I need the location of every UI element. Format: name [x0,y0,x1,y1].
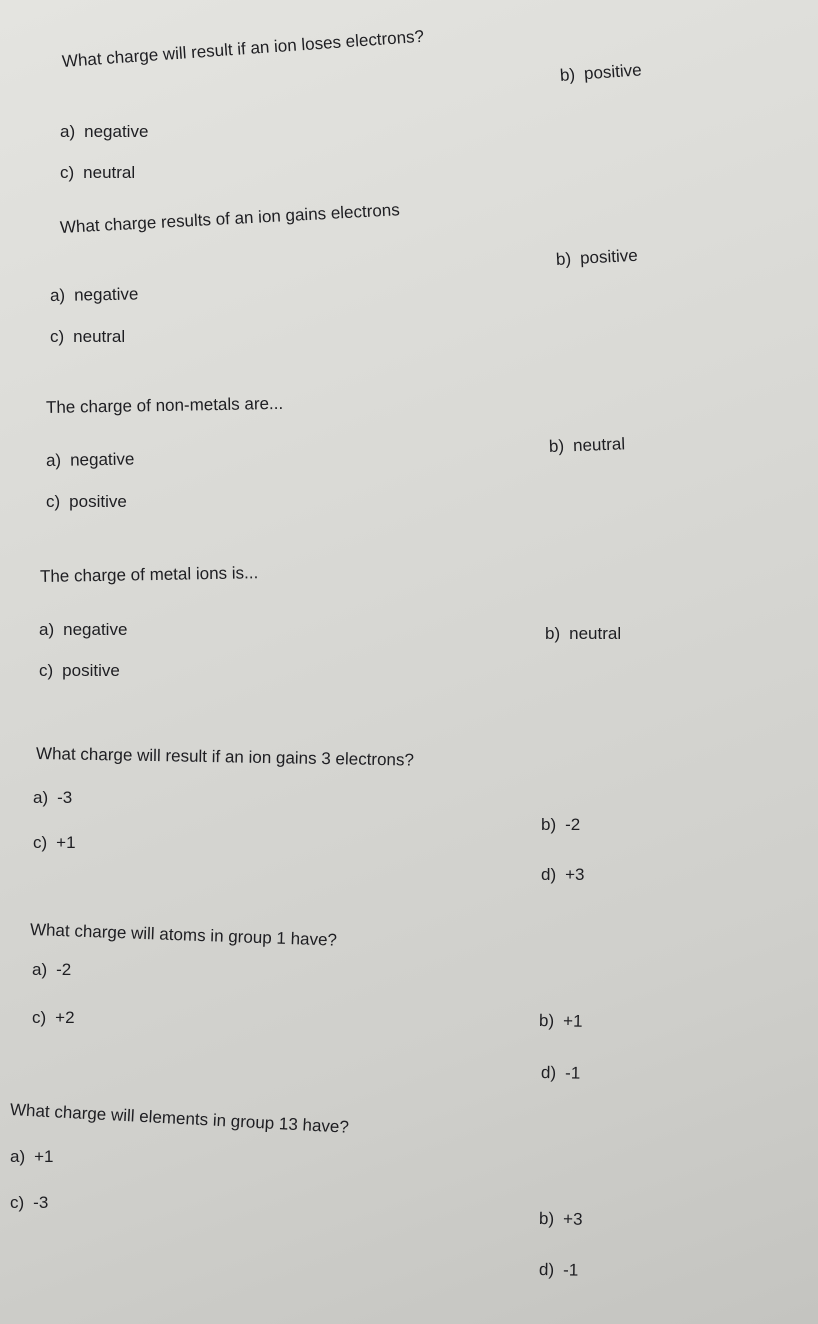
question-text: The charge of metal ions is... [39,563,259,586]
answer-option: c) +2 [32,1008,75,1028]
answer-option: b) positive [559,60,642,86]
option-letter: b) [541,815,557,834]
question-text: What charge will result if an ion gains … [35,744,415,770]
option-text: neutral [73,327,126,346]
option-letter: c) [39,661,54,680]
option-letter: c) [33,833,48,852]
option-letter: c) [32,1008,47,1027]
option-letter: c) [50,327,65,346]
option-letter: c) [60,163,75,182]
answer-option: c) neutral [60,163,135,183]
option-text: +3 [565,865,585,884]
option-text: +2 [55,1008,75,1027]
option-letter: b) [538,1011,555,1031]
option-text: +3 [562,1209,583,1229]
option-text: -1 [564,1063,581,1083]
option-letter: a) [39,620,55,639]
option-text: +1 [34,1147,54,1166]
answer-option: a) negative [50,284,139,306]
option-text: positive [579,245,639,268]
option-text: negative [84,122,149,141]
option-letter: a) [49,285,66,305]
option-text: positive [69,492,127,511]
option-letter: d) [540,1063,557,1083]
option-letter: b) [538,1209,555,1229]
option-text: neutral [569,624,622,643]
answer-option: a) +1 [10,1147,54,1167]
option-text: -1 [562,1260,579,1280]
option-text: -3 [33,1193,49,1212]
answer-option: c) positive [39,661,120,681]
option-letter: a) [60,122,76,141]
answer-option: d) -1 [541,1063,581,1084]
answer-option: c) +1 [33,833,76,853]
answer-option: a) negative [39,620,127,640]
option-text: positive [583,60,643,84]
answer-option: a) -2 [32,960,71,980]
question-text: The charge of non-metals are... [45,393,284,417]
option-text: neutral [572,434,626,456]
answer-option: a) -3 [33,788,72,808]
answer-option: c) neutral [50,327,125,347]
answer-option: c) positive [46,492,127,512]
question-text: What charge will elements in group 13 ha… [9,1100,350,1137]
option-letter: a) [45,450,62,470]
question-text: What charge will atoms in group 1 have? [29,920,338,950]
answer-option: a) negative [46,449,135,471]
option-letter: d) [541,865,557,884]
answer-option: b) +3 [539,1209,583,1230]
answer-option: b) neutral [549,434,626,457]
option-text: neutral [83,163,136,182]
option-letter: a) [10,1147,26,1166]
answer-option: d) +3 [541,865,585,885]
option-text: negative [63,620,128,639]
option-letter: b) [548,436,565,456]
option-text: +1 [56,833,76,852]
option-text: -2 [56,960,72,979]
option-text: -3 [57,788,73,807]
answer-option: a) negative [60,122,148,142]
option-letter: b) [555,249,572,269]
answer-option: b) -2 [541,815,580,835]
option-text: negative [69,449,135,470]
option-letter: a) [32,960,48,979]
answer-option: c) -3 [10,1193,48,1213]
answer-option: b) positive [555,246,638,270]
option-letter: b) [545,624,561,643]
question-text: What charge will result if an ion loses … [61,26,425,71]
answer-option: b) +1 [539,1011,583,1032]
answer-option: b) neutral [545,624,621,644]
option-text: -2 [565,815,581,834]
question-text: What charge results of an ion gains elec… [59,200,401,237]
option-letter: c) [46,492,61,511]
option-letter: a) [33,788,49,807]
option-text: positive [62,661,120,680]
option-letter: b) [559,64,576,85]
answer-option: d) -1 [539,1260,579,1281]
option-letter: d) [538,1260,555,1280]
option-letter: c) [10,1193,25,1212]
option-text: negative [73,284,139,305]
option-text: +1 [562,1011,583,1031]
